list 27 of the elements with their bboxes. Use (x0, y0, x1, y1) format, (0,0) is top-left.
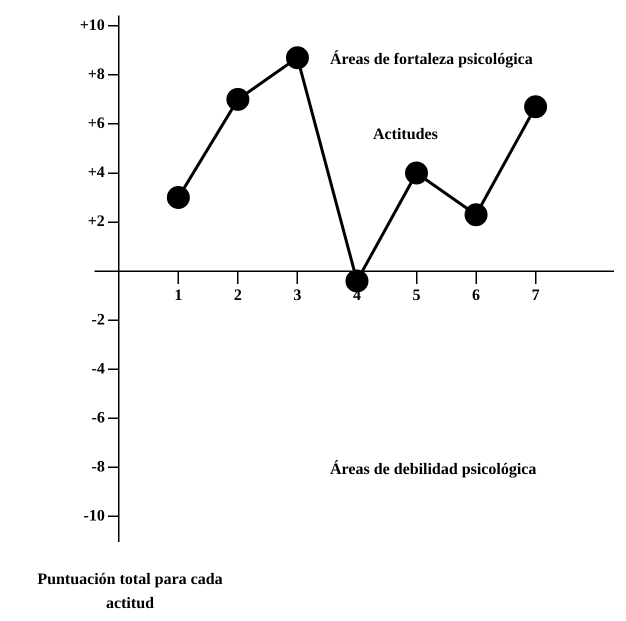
point (405, 162, 428, 185)
x-tick-label: 3 (293, 286, 302, 304)
point (464, 203, 488, 226)
annotation: Áreas de fortaleza psicológica (330, 50, 533, 68)
point (166, 186, 190, 210)
y-tick-label: -10 (83, 508, 105, 525)
y-tick-label: +10 (80, 16, 105, 34)
text: Puntuación total para cada actitud (37, 571, 223, 612)
point (524, 95, 548, 118)
y-tick-label: -2 (91, 311, 105, 328)
y-tick-label: +8 (88, 66, 105, 84)
point (226, 88, 250, 111)
point (345, 269, 368, 292)
y-tick-label: +2 (88, 213, 105, 230)
x-tick-label: 7 (532, 286, 540, 304)
y-tick-label: -8 (91, 458, 105, 476)
y-tick-label: +4 (88, 164, 105, 182)
x-tick-label: 6 (472, 286, 480, 304)
y-tick-label: +6 (88, 115, 105, 132)
y-tick-label: -6 (91, 409, 105, 426)
x-tick-label: 1 (174, 286, 182, 304)
annotation: Actitudes (373, 126, 438, 144)
point (286, 46, 309, 70)
x-tick-label: 2 (234, 286, 242, 304)
annotation: Áreas de debilidad psicológica (330, 460, 536, 478)
x-tick-label: 5 (412, 286, 421, 304)
y-tick-label: -4 (91, 360, 105, 378)
